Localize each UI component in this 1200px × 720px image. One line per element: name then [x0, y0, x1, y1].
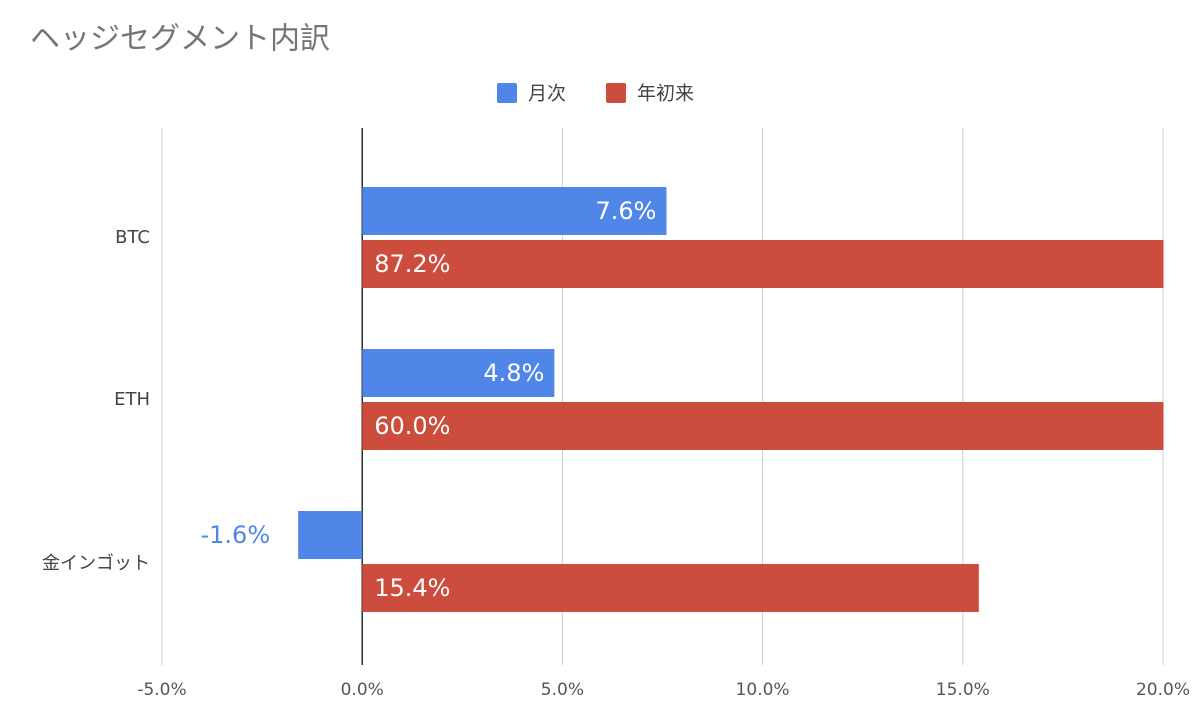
- data-label: 7.6%: [596, 197, 657, 225]
- bar: [362, 349, 555, 397]
- data-label: 15.4%: [374, 574, 450, 602]
- data-label: 60.0%: [374, 412, 450, 440]
- data-label: 4.8%: [483, 359, 544, 387]
- x-tick-label: 5.0%: [541, 680, 584, 700]
- x-tick-label: 20.0%: [1136, 680, 1190, 700]
- x-tick-label: 15.0%: [936, 680, 990, 700]
- bar: [298, 511, 363, 559]
- bar: [362, 187, 667, 235]
- legend-swatch: [606, 83, 627, 103]
- bar: [362, 402, 1164, 450]
- legend-label: 年初来: [637, 83, 694, 105]
- x-tick-label: -5.0%: [137, 680, 186, 700]
- x-tick-label: 10.0%: [736, 680, 790, 700]
- x-tick-label: 0.0%: [341, 680, 384, 700]
- bar: [362, 240, 1164, 288]
- data-label: -1.6%: [200, 521, 270, 549]
- data-label: 87.2%: [374, 250, 450, 278]
- y-tick-label: 金インゴット: [42, 553, 150, 574]
- legend-label: 月次: [528, 83, 566, 105]
- legend-swatch: [497, 83, 517, 103]
- y-tick-label: BTC: [115, 227, 150, 248]
- y-tick-label: ETH: [114, 389, 150, 410]
- bar: [362, 564, 979, 612]
- chart-title: ヘッジセグメント内訳: [30, 22, 330, 57]
